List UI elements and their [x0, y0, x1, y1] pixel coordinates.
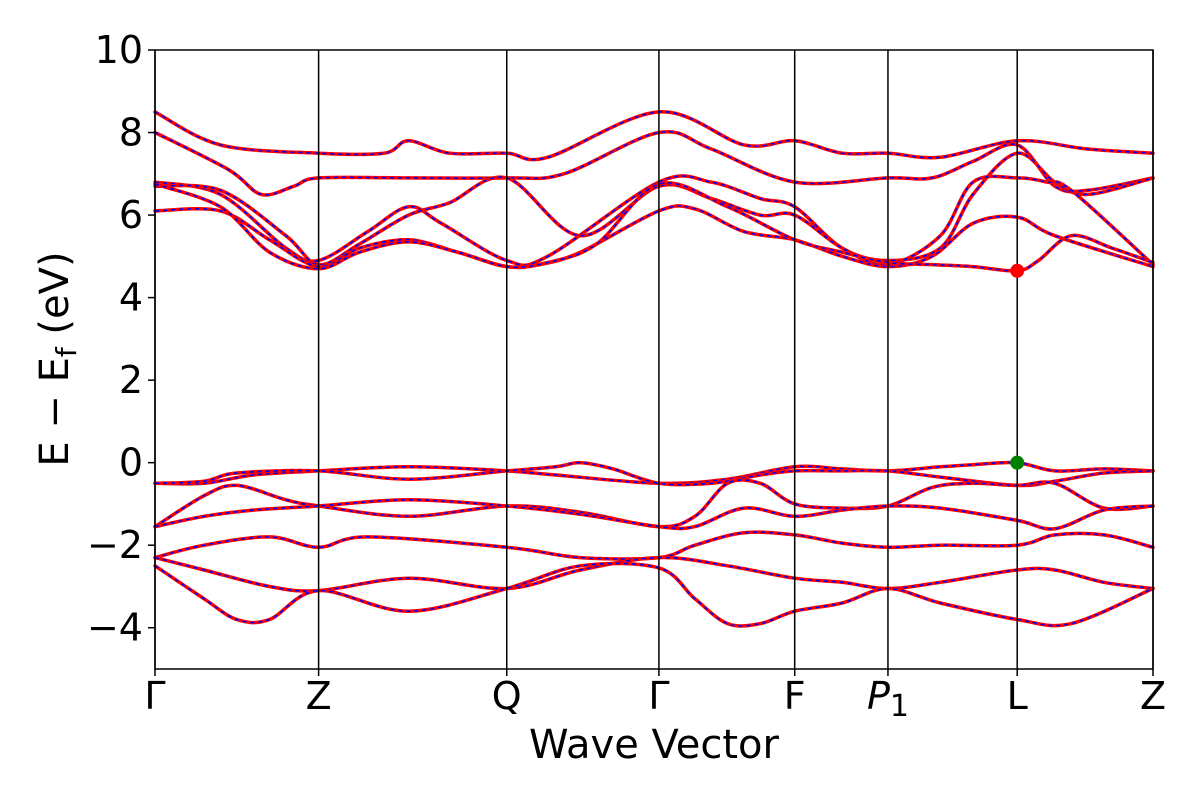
marker-1: [1010, 455, 1025, 470]
band-line-overlay-8: [154, 479, 1154, 528]
x-tick-label-7: Z: [1140, 674, 1166, 718]
y-tick-label-5: 6: [119, 193, 143, 237]
x-tick-label-0: Γ: [144, 674, 165, 718]
band-lines: [153, 110, 1155, 628]
marker-0: [1010, 263, 1025, 278]
band-line-overlay-10: [154, 531, 1154, 560]
x-tick-label-3: Γ: [648, 674, 669, 718]
y-tick-label-1: −2: [87, 523, 143, 567]
y-tick-label-2: 0: [119, 441, 143, 485]
y-tick-label-7: 10: [95, 28, 143, 72]
band-line-3: [153, 174, 1155, 267]
y-tick-label-3: 2: [119, 358, 143, 402]
band-line-5: [153, 181, 1155, 273]
band-line-0: [153, 110, 1155, 162]
band-line-2: [153, 151, 1155, 268]
x-tick-label-6: L: [1007, 674, 1028, 718]
x-tick-label-2: Q: [492, 674, 522, 718]
y-tick-label-4: 4: [119, 276, 143, 320]
band-line-overlay-0: [154, 111, 1154, 161]
y-axis-label-unit: (eV): [32, 251, 78, 347]
band-line-overlay-7: [154, 461, 1154, 487]
x-tick-label-1: Z: [306, 674, 332, 718]
band-line-overlay-2: [154, 152, 1154, 267]
band-line-12: [153, 561, 1155, 628]
band-line-11: [153, 555, 1155, 593]
markers: [1010, 263, 1025, 470]
x-axis-label: Wave Vector: [529, 722, 780, 768]
x-tick-label-5: P1: [867, 674, 909, 724]
x-tick-label-4: F: [784, 674, 806, 718]
x-ticks: Γ Z Q Γ F P1 L Z: [144, 669, 1166, 724]
y-axis-label-subscript: f: [50, 346, 83, 357]
band-line-overlay-11: [154, 556, 1154, 592]
y-axis-label: E − Ef (eV): [32, 251, 83, 466]
y-axis-label-main: E − E: [32, 357, 78, 467]
y-tick-label-0: −4: [87, 606, 143, 650]
y-ticks: −4 −2 0 2 4 6 8 10: [87, 28, 155, 650]
y-tick-label-6: 8: [119, 111, 143, 155]
plot-frame: [154, 49, 1154, 670]
